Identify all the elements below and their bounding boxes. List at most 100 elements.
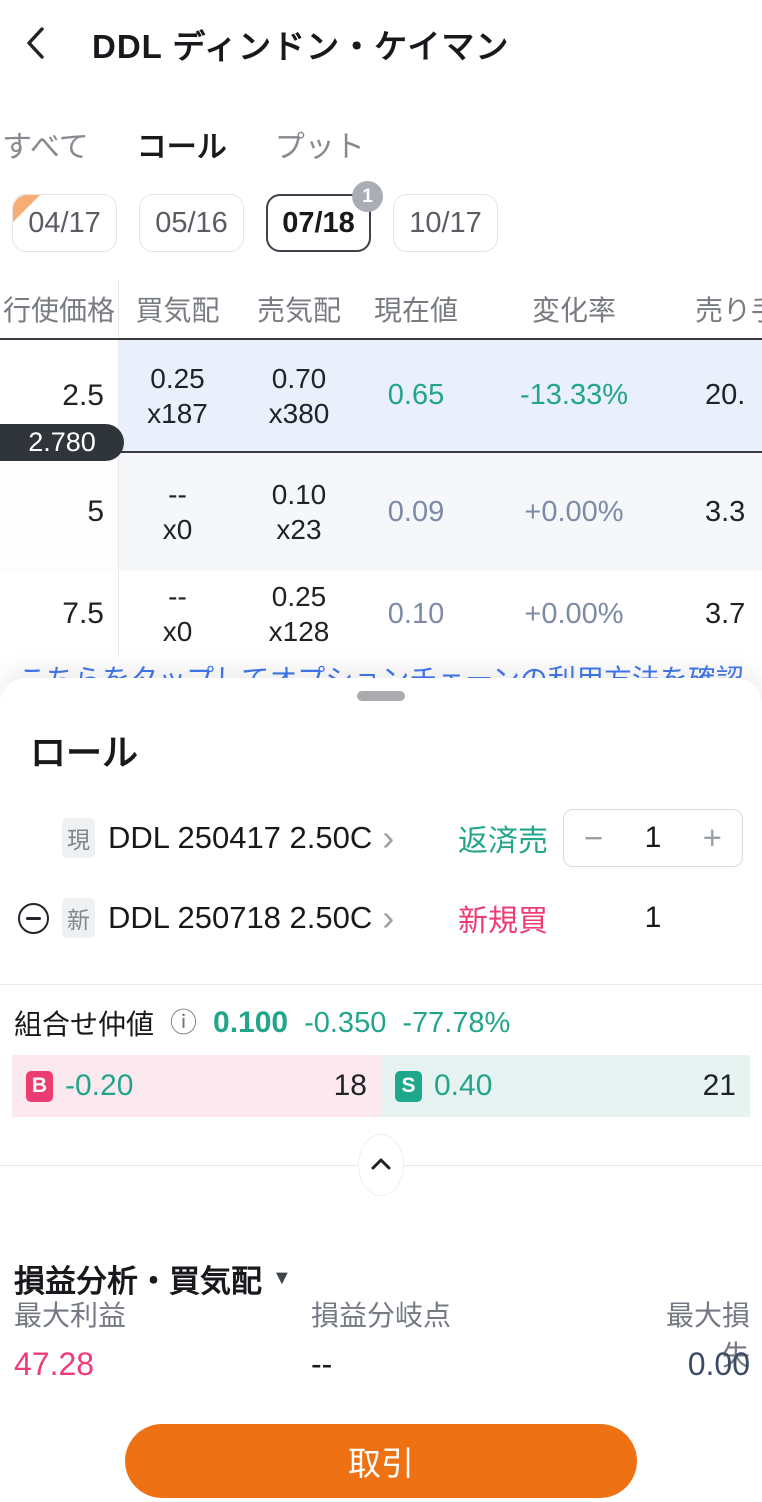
seller-value: 20.: [705, 379, 746, 411]
leg-action-label: 新規買: [458, 905, 548, 938]
back-chevron-icon: [24, 25, 46, 64]
expiry-chip-label: 05/16: [155, 206, 228, 239]
analysis-metric-values: 47.28 -- 0.00: [0, 1346, 762, 1383]
combined-mid-row: 組合せ仲値 ⓘ 0.100 -0.350 -77.78%: [14, 1002, 510, 1044]
bid-size: x0: [162, 514, 193, 545]
chevron-up-icon: [370, 1157, 392, 1174]
expiry-chip-0516[interactable]: 05/16: [139, 194, 244, 252]
header: DDL ディンドン・ケイマン: [0, 16, 762, 72]
minus-circle-icon: [26, 916, 41, 920]
back-button[interactable]: [0, 16, 70, 72]
option-type-tabs: すべて コール プット: [2, 122, 365, 166]
bid-price: --: [168, 479, 187, 510]
bid-size: 18: [333, 1069, 367, 1102]
bid-size: x0: [162, 616, 193, 647]
expiry-chip-0417[interactable]: 04/17: [12, 194, 117, 252]
max-loss-value: 0.00: [687, 1346, 750, 1382]
quantity-stepper: − 1 +: [563, 809, 743, 867]
col-header-strike: 行使価格: [0, 280, 119, 338]
bid-cell: -- x0: [119, 477, 236, 547]
col-header-change: 変化率: [531, 295, 616, 326]
expiry-chip-label: 04/17: [28, 206, 101, 239]
chain-row-strike-5[interactable]: 5 -- x0 0.10 x23 0.09 +0.00% 3.3: [0, 453, 762, 571]
expiry-chip-label: 10/17: [409, 206, 482, 239]
bid-size: x187: [147, 397, 208, 429]
bid-side[interactable]: B -0.20 18: [12, 1055, 381, 1117]
last-price: 0.10: [387, 597, 445, 630]
sheet-drag-handle[interactable]: [357, 691, 405, 701]
ask-price: 0.10: [271, 479, 327, 510]
expiry-chip-label: 07/18: [282, 206, 355, 239]
analysis-metric-labels: 最大利益 損益分岐点 最大損失: [0, 1294, 762, 1374]
leg-tag-new: 新: [62, 898, 95, 938]
max-loss-label: 最大損失: [665, 1300, 750, 1371]
bid-price: -0.20: [65, 1069, 134, 1102]
roll-leg-open: 新 DDL 250718 2.50C › 新規買 1: [0, 888, 762, 948]
chevron-right-icon: ›: [382, 817, 395, 858]
expiry-chip-row: 04/17 05/16 07/18 1 10/17: [12, 181, 498, 252]
contract-label: DDL 250417 2.50C: [108, 820, 373, 855]
leg-contract-link[interactable]: DDL 250718 2.50C ›: [108, 900, 394, 936]
ask-price: 0.70: [271, 362, 327, 394]
info-icon[interactable]: ⓘ: [170, 1007, 198, 1039]
last-price: 0.09: [387, 495, 445, 528]
collapse-panel-button[interactable]: [358, 1134, 404, 1196]
ask-price: 0.25: [271, 581, 327, 612]
option-chain-table: 行使価格 買気配 売気配 現在値 変化率 売り手 2.5 0.25 x187 0…: [0, 280, 762, 657]
ask-size: x128: [268, 616, 330, 647]
trade-button[interactable]: 取引: [125, 1424, 637, 1498]
last-price: 0.65: [387, 379, 445, 411]
bid-price: 0.25: [150, 362, 205, 394]
breakeven-value: --: [311, 1346, 333, 1382]
contract-label: DDL 250718 2.50C: [108, 900, 373, 935]
analysis-title-label: 損益分析・買気配: [14, 1264, 262, 1299]
col-header-ask: 売気配: [256, 295, 341, 326]
chain-row-strike-7.5[interactable]: 7.5 -- x0 0.25 x128 0.10 +0.00% 3.7: [0, 571, 762, 657]
combined-mid-value: 0.100: [213, 1006, 289, 1039]
analysis-title-dropdown[interactable]: 損益分析・買気配 ▼: [14, 1256, 292, 1301]
ask-size: x380: [268, 397, 330, 429]
roll-bottom-sheet: ロール 現 DDL 250417 2.50C › 返済売 − 1 +: [0, 678, 762, 1502]
bid-cell: 0.25 x187: [119, 361, 236, 431]
stepper-value: 1: [644, 821, 662, 854]
bid-price: --: [168, 581, 187, 612]
tab-call[interactable]: コール: [136, 131, 227, 164]
col-header-seller: 売り手: [695, 295, 762, 326]
ask-cell: 0.25 x128: [236, 579, 362, 649]
max-profit-value: 47.28: [14, 1346, 95, 1382]
expiry-chip-1017[interactable]: 10/17: [393, 194, 498, 252]
ask-side[interactable]: S 0.40 21: [381, 1055, 750, 1117]
expiry-chip-0718-selected[interactable]: 07/18 1: [266, 181, 383, 252]
stepper-minus-button[interactable]: −: [564, 819, 623, 857]
change-pct: -13.33%: [519, 379, 628, 411]
leg-quantity: 1: [644, 901, 662, 934]
tab-put[interactable]: プット: [274, 131, 365, 164]
ask-cell: 0.70 x380: [236, 361, 362, 431]
max-profit-label: 最大利益: [14, 1300, 127, 1331]
sell-badge-icon: S: [395, 1070, 422, 1102]
roll-title: ロール: [30, 732, 139, 773]
buy-badge-icon: B: [26, 1070, 53, 1102]
seller-value: 3.7: [705, 597, 746, 630]
bid-cell: -- x0: [119, 579, 236, 649]
ask-size: x23: [276, 514, 322, 545]
underlying-price-badge: 2.780: [0, 424, 124, 461]
ask-size: 21: [702, 1069, 736, 1102]
combined-mid-change-pct: -77.78%: [402, 1006, 511, 1039]
remove-leg-button[interactable]: [18, 902, 49, 934]
roll-leg-close: 現 DDL 250417 2.50C › 返済売 − 1 +: [0, 806, 762, 870]
change-pct: +0.00%: [524, 597, 624, 630]
chain-row-strike-2.5[interactable]: 2.5 0.25 x187 0.70 x380 0.65 -13.33% 20.: [0, 338, 762, 453]
leg-action-label: 返済売: [458, 825, 548, 858]
chevron-down-icon: ▼: [272, 1267, 292, 1289]
tab-all[interactable]: すべて: [2, 131, 89, 164]
col-header-bid: 買気配: [135, 295, 220, 326]
chevron-right-icon: ›: [382, 897, 395, 938]
stepper-plus-button[interactable]: +: [683, 819, 742, 857]
expiry-count-badge: 1: [352, 181, 383, 212]
seller-value: 3.3: [705, 495, 746, 528]
leg-contract-link[interactable]: DDL 250417 2.50C ›: [108, 820, 394, 856]
col-header-last: 現在値: [373, 295, 458, 326]
change-pct: +0.00%: [524, 495, 624, 528]
